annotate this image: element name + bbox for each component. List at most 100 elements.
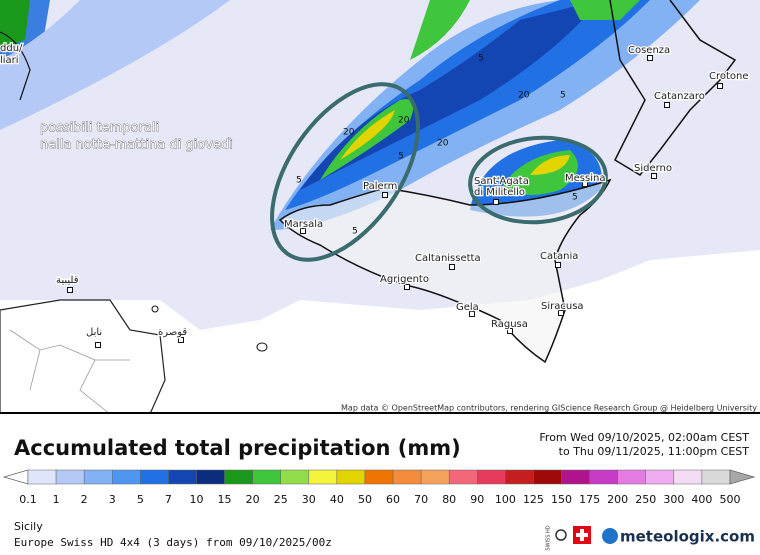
colorbar-segment bbox=[392, 469, 422, 485]
model: Europe Swiss HD 4x4 (3 days) from 09/10/… bbox=[14, 536, 332, 549]
colorbar-tick-label: 15 bbox=[218, 493, 232, 506]
colorbar-tick-label: 70 bbox=[414, 493, 428, 506]
colorbar-segment bbox=[336, 469, 366, 485]
city-label: نابل bbox=[86, 327, 102, 338]
contour-label: 5 bbox=[352, 227, 358, 237]
city-label: Catanzaro bbox=[654, 91, 705, 102]
contour-label: 5 bbox=[572, 193, 578, 203]
colorbar-tick-label: 2 bbox=[81, 493, 88, 506]
city-marker bbox=[404, 284, 410, 290]
period-to: to Thu 09/11/2025, 11:00pm CEST bbox=[559, 445, 750, 458]
city-marker bbox=[717, 83, 723, 89]
colorbar-segment bbox=[27, 469, 57, 485]
city-marker bbox=[555, 262, 561, 268]
contour-label: 5 bbox=[398, 152, 404, 162]
brand-logo bbox=[602, 528, 618, 544]
colorbar-segment bbox=[55, 469, 85, 485]
highlight-ellipse bbox=[468, 135, 608, 225]
highlight-ellipse bbox=[270, 82, 420, 262]
colorbar-tick-label: 60 bbox=[386, 493, 400, 506]
city-marker bbox=[582, 181, 588, 187]
contour-label: 5 bbox=[478, 54, 484, 64]
colorbar-tick-label: 20 bbox=[246, 493, 260, 506]
attribution: Map data © OpenStreetMap contributors, r… bbox=[341, 404, 757, 413]
attribution-bg bbox=[336, 402, 760, 414]
colorbar-segment bbox=[196, 469, 225, 485]
colorbar-tick-label: 80 bbox=[442, 493, 456, 506]
city-marker bbox=[469, 311, 475, 317]
city-label: ddu/ bbox=[0, 43, 23, 54]
city-label: Sant'Agata bbox=[474, 176, 529, 187]
swiss-cross bbox=[576, 529, 588, 541]
region: Sicily bbox=[14, 520, 43, 533]
city-label: Messina bbox=[565, 173, 605, 184]
colorbar-segment bbox=[533, 469, 562, 485]
city-label: Catania bbox=[540, 251, 578, 262]
city-label: Marsala bbox=[284, 219, 323, 230]
contour-label: 20 bbox=[343, 128, 355, 138]
contour-label: 5 bbox=[296, 176, 302, 186]
colorbar-tick-label: 400 bbox=[691, 493, 712, 506]
dry-area bbox=[0, 250, 760, 414]
city-marker bbox=[300, 228, 306, 234]
colorbar-tick-label: 175 bbox=[579, 493, 600, 506]
tunisia bbox=[0, 299, 166, 414]
contour-label: 20 bbox=[518, 91, 530, 101]
colorbar-segment bbox=[140, 469, 169, 485]
city-marker bbox=[558, 310, 564, 316]
annotation: possibili temporali bbox=[40, 121, 159, 136]
colorbar-tick-label: 10 bbox=[189, 493, 203, 506]
legend: Accumulated total precipitation (mm) Fro… bbox=[2, 431, 756, 551]
city-label: Siracusa bbox=[541, 301, 584, 312]
precip bbox=[0, 0, 230, 130]
city-marker bbox=[664, 102, 670, 108]
map: Cosenza Crotone Catanzaro Siderno Messina San… bbox=[0, 0, 760, 414]
colorbar-tick-label: 200 bbox=[607, 493, 628, 506]
colorbar-segment bbox=[701, 469, 731, 485]
precip bbox=[0, 0, 30, 50]
colorbar-segment bbox=[477, 469, 506, 485]
brand: meteologix.com bbox=[620, 528, 755, 546]
city-marker bbox=[507, 328, 513, 334]
city-marker bbox=[449, 264, 455, 270]
colorbar-over bbox=[729, 469, 756, 485]
colorbar-segment bbox=[505, 469, 534, 485]
contour-label: 20 bbox=[398, 116, 410, 126]
colorbar-tick-label: 40 bbox=[330, 493, 344, 506]
colorbar-segment bbox=[308, 469, 338, 485]
colorbar-segment bbox=[673, 469, 703, 485]
colorbar-under bbox=[2, 469, 29, 485]
legend-title: Accumulated total precipitation (mm) bbox=[14, 436, 461, 460]
colorbar-segment bbox=[224, 469, 253, 485]
city-label: Crotone bbox=[709, 71, 749, 82]
colorbar-tick-label: 90 bbox=[470, 493, 484, 506]
island bbox=[256, 342, 268, 352]
precip bbox=[530, 155, 570, 175]
colorbar-tick-label: 30 bbox=[302, 493, 316, 506]
sardinia bbox=[0, 31, 31, 101]
colorbar-segment bbox=[617, 469, 647, 485]
city-label: Caltanissetta bbox=[415, 253, 481, 264]
city-label: di Militello bbox=[474, 187, 525, 198]
contour-label: 20 bbox=[437, 139, 449, 149]
colorbar-segment bbox=[561, 469, 590, 485]
city-marker bbox=[95, 342, 101, 348]
city-label: Gela bbox=[456, 302, 479, 313]
city-label: Siderno bbox=[634, 163, 672, 174]
search-icon bbox=[555, 529, 567, 541]
colorbar-tick-label: 250 bbox=[635, 493, 656, 506]
city-label: قوصرة bbox=[158, 327, 187, 338]
colorbar-segment bbox=[252, 469, 281, 485]
colorbar-segment bbox=[645, 469, 675, 485]
colorbar-tick-label: 500 bbox=[720, 493, 741, 506]
island bbox=[151, 305, 159, 313]
colorbar-segment bbox=[280, 469, 310, 485]
colorbar-tick-label: 100 bbox=[495, 493, 516, 506]
city-marker bbox=[493, 199, 499, 205]
colorbar-segment bbox=[589, 469, 618, 485]
precip bbox=[340, 110, 395, 160]
colorbar-segment bbox=[364, 469, 394, 485]
colorbar-tick-label: 5 bbox=[137, 493, 144, 506]
colorbar-segment bbox=[448, 469, 478, 485]
badge: SWISS HD bbox=[546, 525, 552, 550]
